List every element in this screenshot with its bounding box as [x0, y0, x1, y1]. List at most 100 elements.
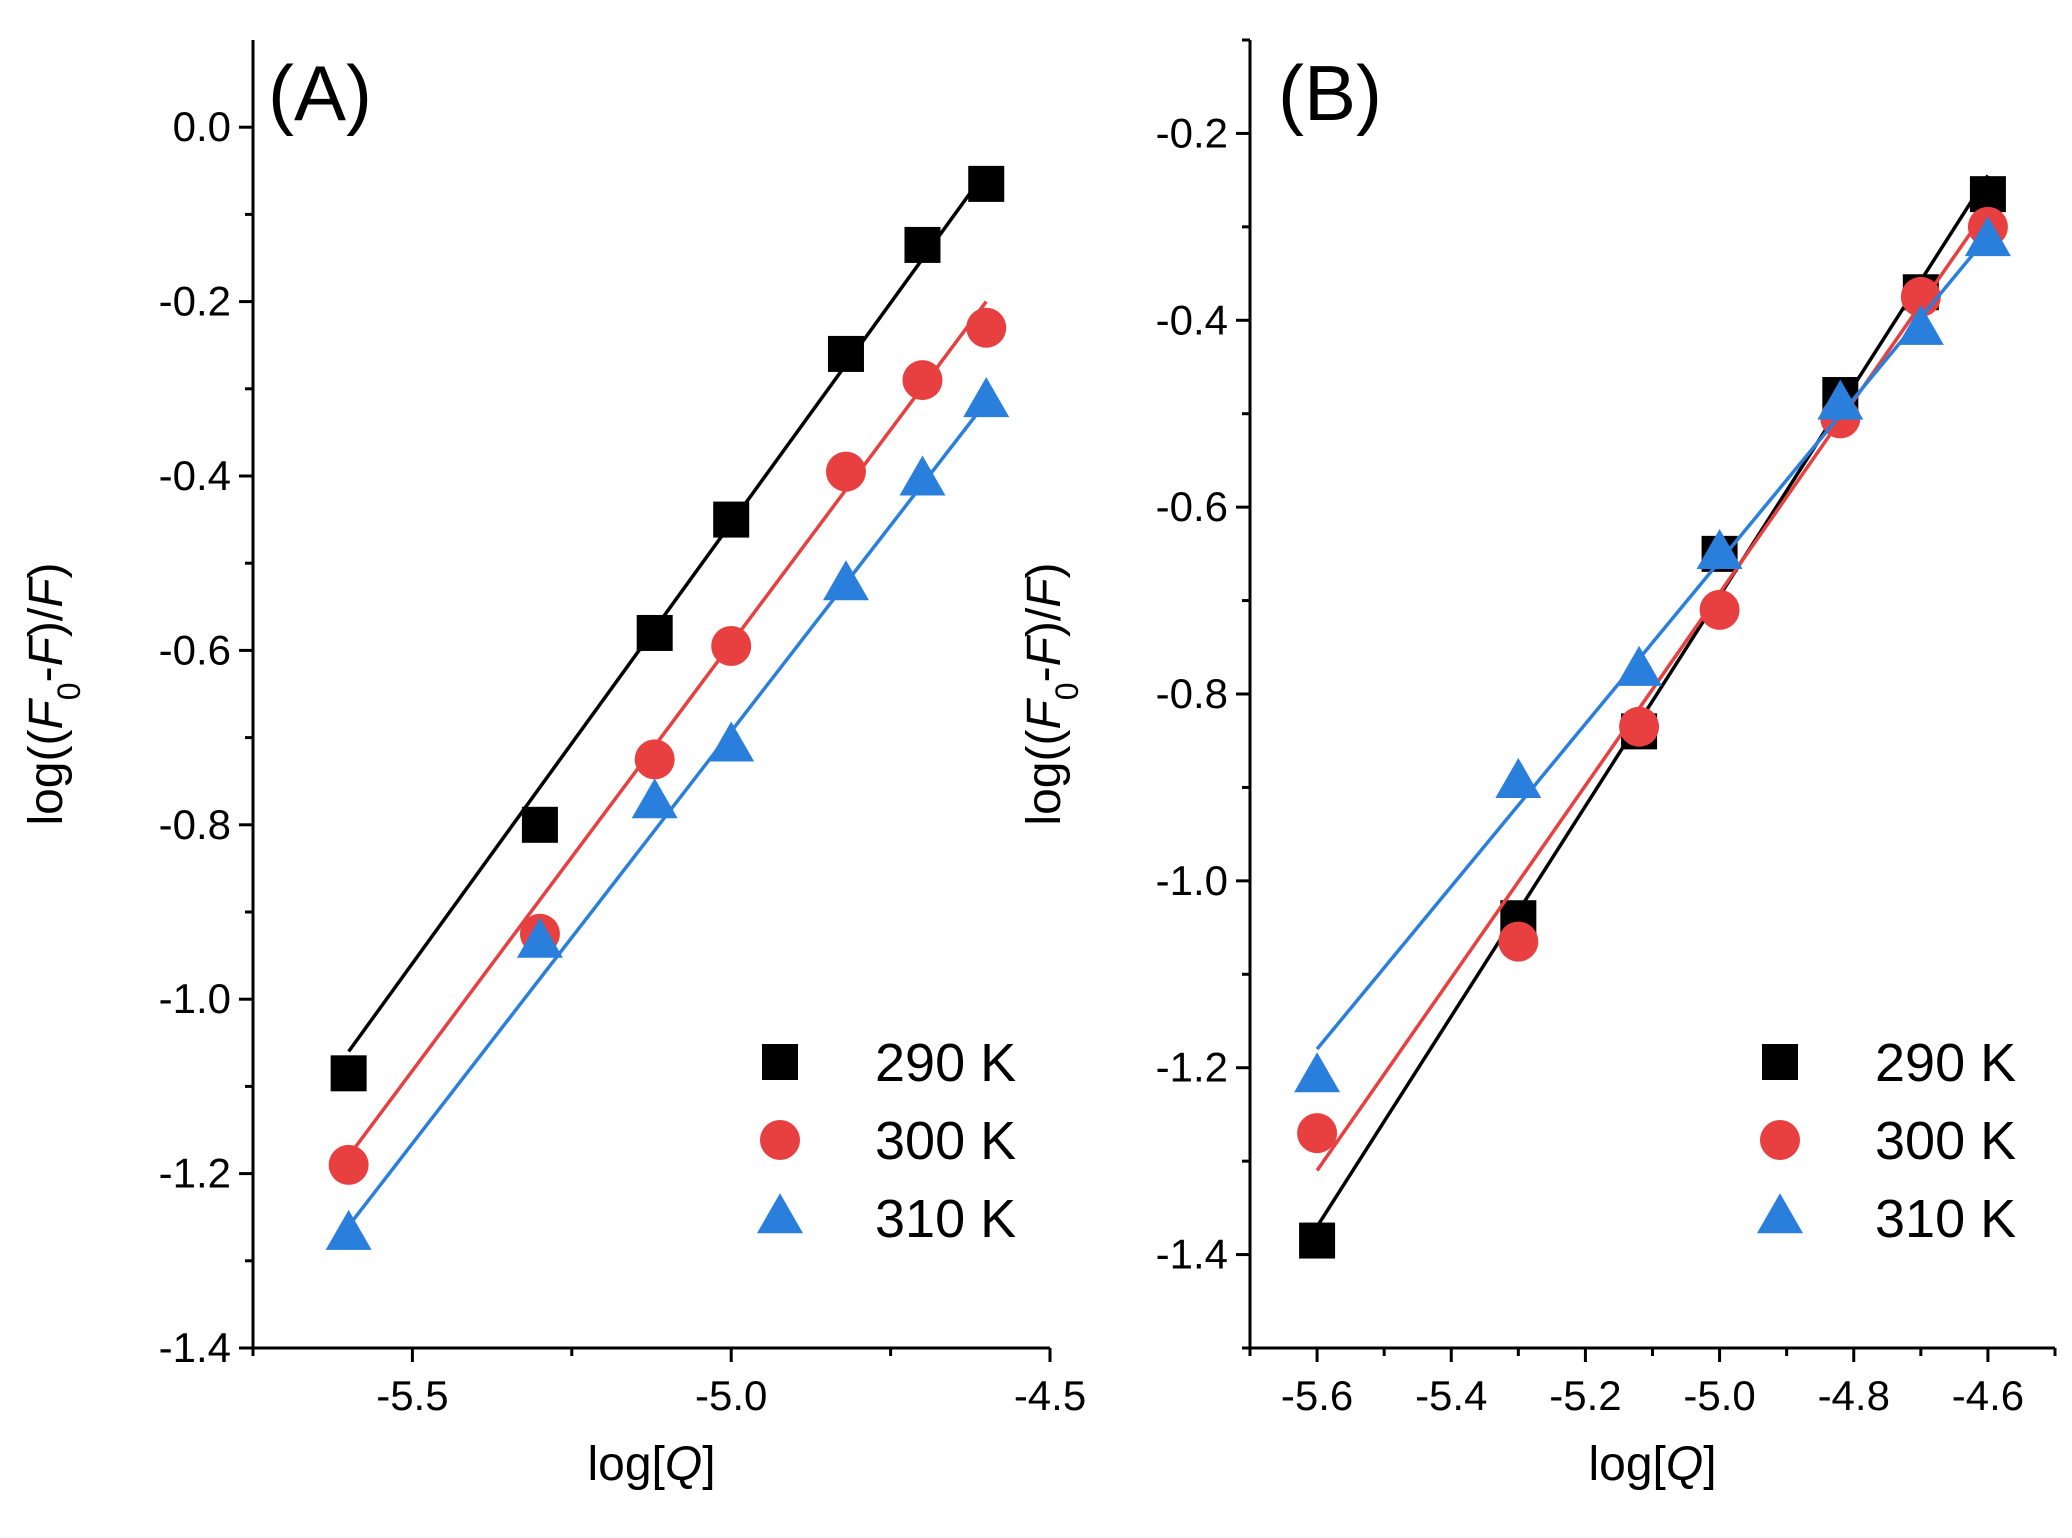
fit-line [1315, 207, 1990, 1172]
data-point [1294, 1052, 1341, 1093]
data-point [631, 778, 678, 819]
data-point [963, 377, 1010, 418]
data-point [1299, 1222, 1336, 1259]
data-point [1495, 757, 1542, 798]
data-point [521, 806, 558, 843]
data-point [1969, 176, 2006, 213]
y-axis-label-part: 0 [1049, 682, 1085, 700]
legend-marker [1760, 1120, 1800, 1160]
y-axis-label-part: ) [1018, 562, 1071, 578]
y-axis-label-part: F [1018, 576, 1071, 608]
y-axis-label-part: F [20, 634, 73, 666]
y-tick-label: -0.8 [1156, 670, 1228, 717]
data-point [1696, 529, 1743, 570]
y-tick-label: -0.2 [159, 278, 231, 325]
legend-marker [762, 1044, 798, 1080]
x-axis-label-q: Q [1666, 1438, 1703, 1491]
legend-label: 300 K [875, 1111, 1016, 1171]
data-point [1897, 304, 1944, 345]
x-tick-label: -4.6 [1952, 1372, 2024, 1419]
y-tick-label: -0.6 [1156, 483, 1228, 530]
y-tick-label: -1.2 [1156, 1044, 1228, 1091]
y-tick-label: -1.4 [159, 1324, 231, 1371]
y-tick-label: -0.2 [1156, 109, 1228, 156]
y-axis-label-part: ) [20, 562, 73, 578]
x-axis-label-q: Q [665, 1438, 702, 1491]
y-axis-label-part: F [20, 698, 73, 730]
y-tick-label: -1.0 [1156, 857, 1228, 904]
fit-line [347, 169, 988, 1053]
data-point [966, 307, 1007, 348]
series-310k [325, 377, 1010, 1250]
data-point [827, 335, 864, 372]
x-tick-label: -4.5 [1014, 1372, 1086, 1419]
data-point [825, 451, 866, 492]
data-point [1964, 216, 2011, 257]
y-tick-label: -0.4 [159, 452, 231, 499]
x-axis-label-close: ] [702, 1438, 715, 1491]
data-point [902, 360, 943, 401]
panel-label: (B) [1278, 49, 1382, 137]
x-axis-label: log[Q] [587, 1438, 715, 1491]
y-axis-label: log((F0-F)/F) [20, 562, 87, 825]
data-point [713, 501, 750, 538]
data-point [634, 739, 675, 780]
y-axis-label-part: log(( [1018, 730, 1071, 826]
data-point [1498, 921, 1539, 962]
legend-label: 310 K [875, 1189, 1016, 1249]
data-point [899, 455, 946, 496]
data-point [1616, 645, 1663, 686]
legend-marker [760, 1120, 800, 1160]
y-axis-label-part: F [1018, 698, 1071, 730]
x-tick-label: -4.8 [1818, 1372, 1890, 1419]
legend-label: 290 K [875, 1033, 1016, 1093]
data-point [330, 1055, 367, 1092]
y-axis-label: log((F0-F)/F) [1018, 562, 1085, 825]
y-axis-label-part: log(( [20, 730, 73, 826]
x-tick-label: -5.6 [1281, 1372, 1353, 1419]
data-point [711, 626, 752, 667]
panel-a: 0.0 -0.2 -0.4 -0.6 -0.8 -1.0 -1.2 -1.4 -5.5 -5.0 -… [20, 40, 1086, 1491]
data-point [636, 614, 673, 651]
data-point [1817, 379, 1864, 420]
x-tick-label: -5.0 [1683, 1372, 1755, 1419]
data-point [1297, 1113, 1338, 1154]
data-point [325, 1209, 372, 1250]
fit-line [1315, 235, 1990, 1051]
y-tick-label: -0.4 [1156, 296, 1228, 343]
x-tick-label: -5.2 [1549, 1372, 1621, 1419]
legend-label: 300 K [1875, 1111, 2016, 1171]
x-tick-label: -5.4 [1415, 1372, 1487, 1419]
y-axis-label-part: F [20, 576, 73, 608]
fit-line [347, 300, 988, 1158]
y-tick-label: 0.0 [173, 103, 231, 150]
data-point [516, 917, 563, 958]
series-310k [1294, 216, 2011, 1093]
data-point [968, 165, 1005, 202]
data-point [1619, 706, 1660, 747]
y-axis-label-part: F [1018, 634, 1071, 666]
data-point [1699, 589, 1740, 630]
y-axis-label-part: )/ [20, 607, 73, 637]
x-axis-label: log[Q] [1588, 1438, 1716, 1491]
y-axis-label-part: 0 [51, 682, 87, 700]
y-axis-label-part: )/ [1018, 607, 1071, 637]
y-axis-label-part: - [20, 666, 73, 682]
series-300k [1297, 206, 2008, 1172]
y-tick-label: -1.0 [159, 975, 231, 1022]
legend-label: 290 K [1875, 1033, 2016, 1093]
y-tick-label: -1.4 [1156, 1231, 1228, 1278]
legend-marker [757, 1193, 803, 1234]
y-axis-label-part: - [1018, 666, 1071, 682]
y-tick-label: -1.2 [159, 1150, 231, 1197]
legend-marker [1757, 1193, 1803, 1234]
x-axis-label-close: ] [1703, 1438, 1716, 1491]
series-290k [330, 165, 1005, 1092]
panel-label: (A) [268, 49, 372, 137]
y-tick-label: -0.8 [159, 801, 231, 848]
fit-line [1315, 174, 1990, 1228]
panel-b: -0.2 -0.4 -0.6 -0.8 -1.0 -1.2 -1.4 -5.6 -5.4 -5.2… [1018, 38, 2057, 1491]
y-tick-label: -0.6 [159, 626, 231, 673]
data-point [708, 721, 755, 762]
legend-label: 310 K [1875, 1189, 2016, 1249]
